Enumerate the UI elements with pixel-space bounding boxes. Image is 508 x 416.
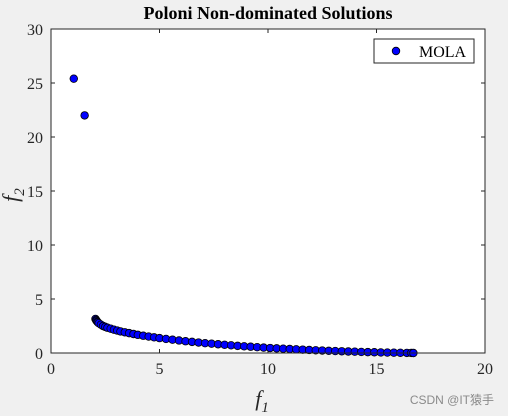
y-tick-label: 10 xyxy=(27,238,43,255)
chart-title: Poloni Non-dominated Solutions xyxy=(143,3,392,23)
data-point xyxy=(80,111,89,120)
y-axis-label-main: f xyxy=(0,193,23,202)
x-tick-label: 10 xyxy=(260,361,276,378)
y-tick-label: 5 xyxy=(35,292,43,309)
y-tick-label: 0 xyxy=(35,346,43,363)
y-axis-label: f2 xyxy=(0,188,28,202)
x-tick-label: 0 xyxy=(47,361,55,378)
x-tick-label: 15 xyxy=(369,361,385,378)
axes-box xyxy=(50,28,486,354)
axes-background xyxy=(51,29,485,353)
y-tick-label: 25 xyxy=(27,76,43,93)
y-tick-label: 20 xyxy=(27,130,43,147)
y-tick-label: 30 xyxy=(27,22,43,39)
watermark: CSDN @IT猿手 xyxy=(409,393,494,407)
legend: MOLA xyxy=(373,38,475,64)
legend-marker-mola xyxy=(391,46,401,56)
data-point xyxy=(69,74,78,83)
x-axis-label-main: f xyxy=(255,386,264,411)
y-axis-label-sub: 2 xyxy=(12,188,28,196)
x-axis-label-sub: 1 xyxy=(261,400,269,416)
y-tick-label: 15 xyxy=(27,184,43,201)
x-tick-label: 20 xyxy=(477,361,493,378)
x-axis-label: f1 xyxy=(255,386,269,416)
legend-label-mola: MOLA xyxy=(419,44,467,61)
x-tick-label: 5 xyxy=(156,361,164,378)
legend-box xyxy=(373,38,475,64)
